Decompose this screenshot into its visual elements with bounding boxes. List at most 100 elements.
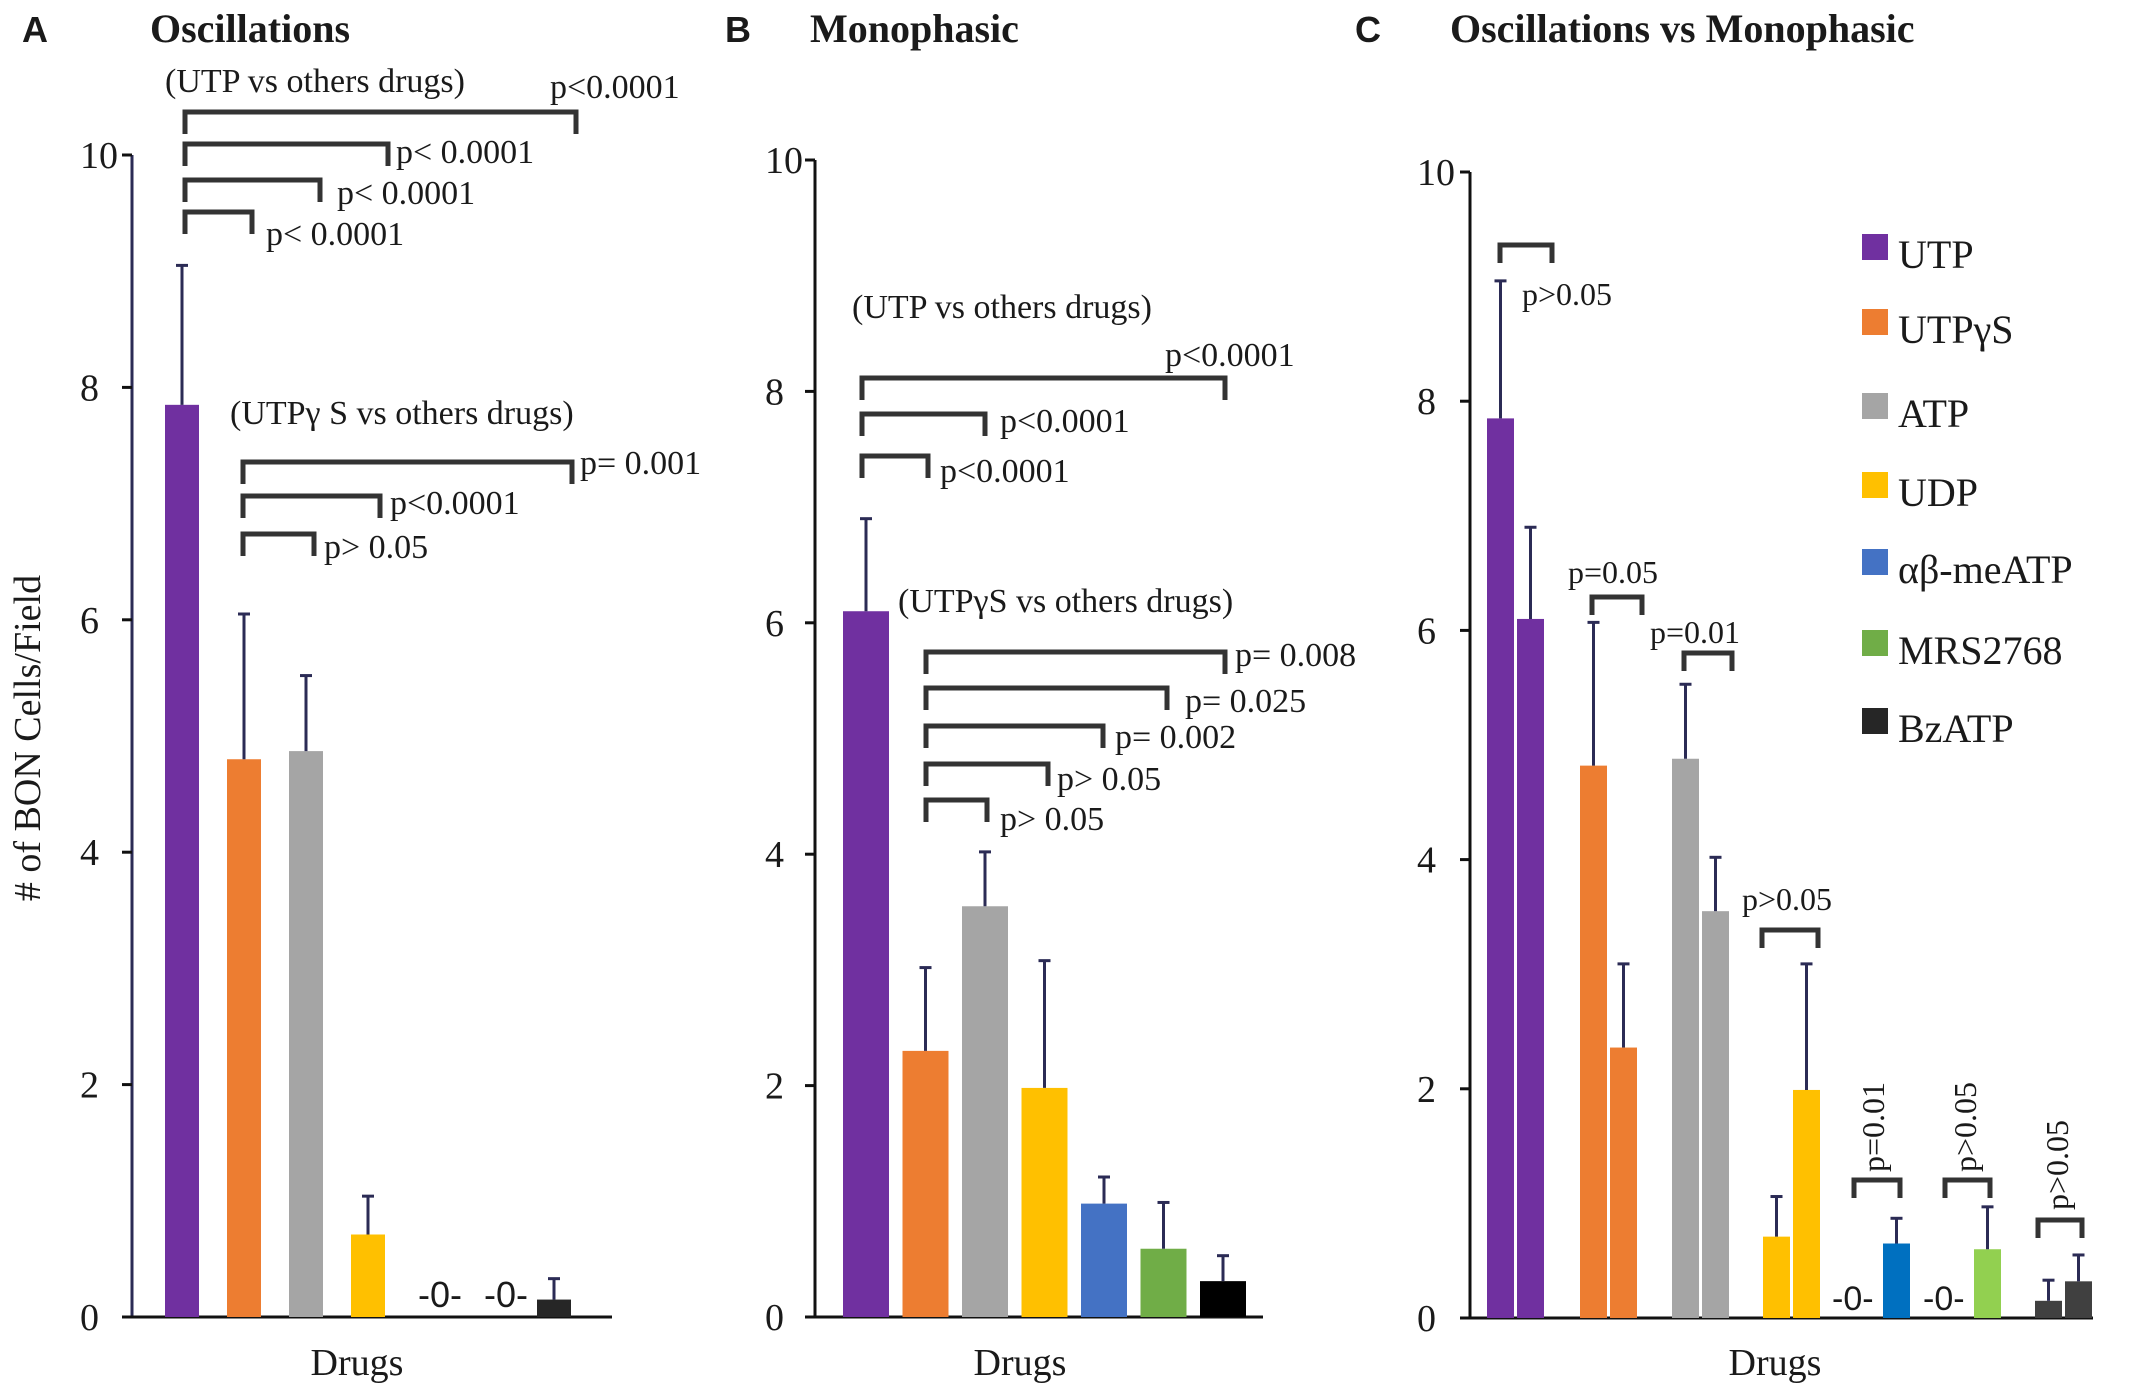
legend-label: MRS2768: [1898, 628, 2063, 673]
panel-a-xlabel: Drugs: [311, 1342, 404, 1384]
significance-bracket: [923, 761, 1051, 786]
bar: [1974, 1249, 2001, 1318]
bar: [289, 751, 323, 1317]
p-value-label: p< 0.0001: [337, 175, 475, 212]
legend-label: BzATP: [1898, 706, 2014, 751]
legend-label: ATP: [1898, 391, 1969, 436]
significance-bracket: [923, 797, 990, 822]
significance-bracket: [240, 459, 575, 484]
p-value-label: p< 0.0001: [266, 216, 404, 253]
significance-bracket: [1942, 1177, 1993, 1198]
legend-label: UDP: [1898, 470, 1978, 515]
p-value-label: p>0.05: [2039, 1120, 2075, 1210]
significance-bracket: [182, 209, 255, 234]
y-tick-label: 4: [765, 834, 784, 876]
bar: [1021, 1087, 1068, 1317]
significance-bracket: [859, 375, 1228, 400]
panel-b-xlabel: Drugs: [974, 1342, 1067, 1384]
y-tick-label: 6: [1417, 610, 1436, 652]
y-tick-label: 8: [80, 367, 99, 409]
bar: [1081, 1203, 1127, 1317]
legend-swatch: [1862, 549, 1888, 575]
significance-bracket: [1851, 1177, 1903, 1198]
significance-bracket: [240, 493, 383, 518]
y-tick-label: 4: [1417, 840, 1436, 882]
y-tick-label: 0: [1417, 1298, 1436, 1340]
bar: [1200, 1281, 1246, 1317]
significance-bracket: [2035, 1217, 2085, 1238]
significance-bracket: [182, 109, 579, 134]
bar: [2035, 1300, 2062, 1318]
p-value-label: p=0.01: [1650, 614, 1740, 650]
y-axis-label: # of BON Cells/Field: [7, 575, 49, 901]
bar: [962, 906, 1008, 1317]
p-value-label: p<0.0001: [940, 453, 1070, 490]
bar: [227, 759, 261, 1317]
legend: UTP UTPγS ATP UDP αβ-meATP MRS2768 BzATP: [1862, 232, 2073, 751]
panel-b-letter: B: [725, 9, 751, 50]
y-tick-label: 10: [765, 140, 803, 182]
p-value-label: p<0.0001: [1000, 403, 1130, 440]
legend-swatch: [1862, 309, 1888, 335]
panel-a-chart: 0 2 4 6 8 10 -0- -0- (UTP vs others drugs) p<0.00…: [80, 63, 701, 1339]
bar: [1702, 911, 1729, 1318]
bar: [1140, 1248, 1187, 1317]
y-tick-label: 8: [1417, 381, 1436, 423]
bar: [902, 1050, 949, 1317]
panel-c-xlabel: Drugs: [1729, 1342, 1822, 1384]
p-value-label: p>0.05: [1947, 1082, 1983, 1172]
panel-a-title: Oscillations: [150, 6, 350, 51]
zero-label: -0-: [484, 1274, 528, 1315]
bar: [1517, 618, 1544, 1318]
bar: [1672, 758, 1699, 1318]
panel-b-title: Monophasic: [810, 6, 1019, 51]
p-value-label: p>0.05: [1742, 881, 1832, 917]
bar: [351, 1234, 385, 1317]
comparison-title: (UTP vs others drugs): [852, 289, 1152, 326]
p-value-label: p= 0.008: [1235, 637, 1356, 674]
significance-bracket: [923, 723, 1106, 748]
legend-label: αβ-meATP: [1898, 547, 2073, 592]
bar: [1487, 418, 1514, 1318]
bar: [1793, 1089, 1820, 1318]
bar: [1610, 1047, 1637, 1318]
p-value-label: p= 0.025: [1185, 683, 1306, 720]
legend-swatch: [1862, 472, 1888, 498]
significance-bracket: [182, 141, 391, 166]
legend-label: UTPγS: [1898, 307, 2014, 352]
panel-c-chart: 0 2 4 6 8 10 -0- -0- p>0.05 p=0.05 p=0.01 p>0.05 p=0…: [1417, 152, 2093, 1340]
zero-label: -0-: [418, 1274, 462, 1315]
y-tick-label: 8: [765, 371, 784, 413]
bar: [843, 611, 889, 1317]
legend-swatch: [1862, 393, 1888, 419]
y-tick-label: 6: [765, 603, 784, 645]
significance-bracket: [1681, 650, 1735, 671]
significance-bracket: [859, 453, 931, 478]
p-value-label: p<0.0001: [550, 69, 680, 106]
p-value-label: p< 0.0001: [396, 134, 534, 171]
y-tick-label: 2: [765, 1066, 784, 1108]
significance-bracket: [182, 177, 323, 202]
y-tick-label: 6: [80, 600, 99, 642]
significance-bracket: [859, 411, 988, 436]
legend-label: UTP: [1898, 232, 1974, 277]
comparison-title: (UTPγ S vs others drugs): [230, 395, 574, 432]
p-value-label: p=0.05: [1568, 554, 1658, 590]
comparison-title: (UTP vs others drugs): [165, 63, 465, 100]
significance-bracket: [1589, 594, 1645, 615]
p-value-label: p> 0.05: [324, 529, 428, 566]
significance-bracket: [1497, 242, 1555, 263]
p-value-label: p> 0.05: [1057, 761, 1161, 798]
legend-swatch: [1862, 234, 1888, 260]
y-tick-label: 0: [765, 1297, 784, 1339]
y-tick-label: 10: [80, 135, 118, 177]
p-value-label: p= 0.001: [580, 445, 701, 482]
zero-label: -0-: [1923, 1280, 1965, 1318]
zero-label: -0-: [1832, 1280, 1874, 1318]
panel-b-chart: 0 2 4 6 8 10 (UTP vs others drugs) p<0.0001 p<0.…: [765, 140, 1356, 1339]
y-tick-label: 0: [80, 1297, 99, 1339]
bar: [1883, 1243, 1910, 1318]
p-value-label: p= 0.002: [1115, 719, 1236, 756]
legend-swatch: [1862, 630, 1888, 656]
